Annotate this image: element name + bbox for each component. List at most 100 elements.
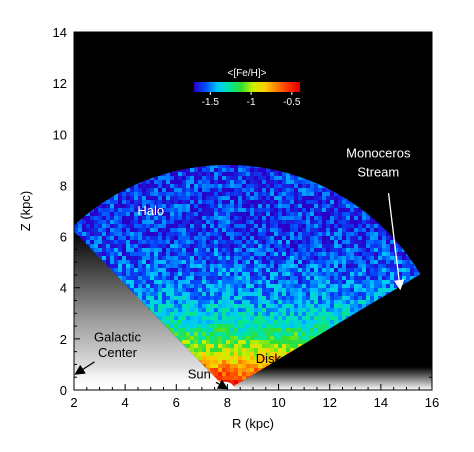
- heatmap-cell: [130, 244, 134, 248]
- heatmap-cell: [282, 224, 286, 228]
- heatmap-cell: [382, 248, 386, 252]
- heatmap-cell: [250, 248, 254, 252]
- heatmap-cell: [266, 236, 270, 240]
- heatmap-cell: [174, 184, 178, 188]
- heatmap-cell: [258, 240, 262, 244]
- heatmap-cell: [206, 220, 210, 224]
- heatmap-cell: [290, 236, 294, 240]
- heatmap-cell: [286, 196, 290, 200]
- heatmap-cell: [222, 168, 226, 172]
- heatmap-cell: [154, 252, 158, 256]
- heatmap-cell: [142, 192, 146, 196]
- heatmap-cell: [210, 248, 214, 252]
- heatmap-cell: [206, 192, 210, 196]
- heatmap-cell: [286, 224, 290, 228]
- heatmap-cell: [174, 200, 178, 204]
- heatmap-cell: [162, 216, 166, 220]
- heatmap-cell: [198, 216, 202, 220]
- heatmap-cell: [318, 188, 322, 192]
- heatmap-cell: [218, 208, 222, 212]
- heatmap-cell: [270, 224, 274, 228]
- heatmap-cell: [102, 208, 106, 212]
- heatmap-cell: [270, 172, 274, 176]
- heatmap-cell: [306, 244, 310, 248]
- heatmap-cell: [198, 252, 202, 256]
- heatmap-cell: [314, 212, 318, 216]
- heatmap-cell: [214, 196, 218, 200]
- heatmap-cell: [210, 204, 214, 208]
- heatmap-cell: [346, 244, 350, 248]
- heatmap-cell: [250, 212, 254, 216]
- heatmap-cell: [154, 188, 158, 192]
- heatmap-cell: [342, 204, 346, 208]
- heatmap-cell: [282, 196, 286, 200]
- heatmap-cell: [386, 244, 390, 248]
- heatmap-cell: [258, 228, 262, 232]
- heatmap-cell: [302, 192, 306, 196]
- heatmap-cell: [374, 232, 378, 236]
- heatmap-cell: [210, 192, 214, 196]
- heatmap-cell: [278, 212, 282, 216]
- heatmap-cell: [226, 240, 230, 244]
- heatmap-cell: [222, 252, 226, 256]
- heatmap-cell: [246, 192, 250, 196]
- heatmap-cell: [286, 240, 290, 244]
- heatmap-cell: [174, 212, 178, 216]
- heatmap-cell: [86, 224, 90, 228]
- heatmap-cell: [346, 212, 350, 216]
- heatmap-cell: [158, 200, 162, 204]
- heatmap-cell: [174, 244, 178, 248]
- heatmap-cell: [282, 208, 286, 212]
- heatmap-cell: [146, 228, 150, 232]
- heatmap-cell: [150, 252, 154, 256]
- heatmap-cell: [86, 212, 90, 216]
- heatmap-cell: [258, 196, 262, 200]
- heatmap-cell: [366, 220, 370, 224]
- heatmap-cell: [138, 188, 142, 192]
- heatmap-cell: [330, 240, 334, 244]
- heatmap-cell: [278, 184, 282, 188]
- heatmap-cell: [138, 236, 142, 240]
- heatmap-cell: [182, 172, 186, 176]
- heatmap-cell: [258, 208, 262, 212]
- heatmap-cell: [254, 212, 258, 216]
- heatmap-cell: [354, 208, 358, 212]
- heatmap-cell: [162, 220, 166, 224]
- heatmap-cell: [194, 248, 198, 252]
- heatmap-cell: [210, 228, 214, 232]
- heatmap-cell: [226, 244, 230, 248]
- heatmap-cell: [110, 252, 114, 256]
- heatmap-cell: [226, 248, 230, 252]
- heatmap-cell: [378, 224, 382, 228]
- heatmap-cell: [286, 244, 290, 248]
- heatmap-cell: [302, 188, 306, 192]
- heatmap-cell: [242, 212, 246, 216]
- heatmap-cell: [206, 176, 210, 180]
- heatmap-cell: [146, 252, 150, 256]
- heatmap-cell: [330, 216, 334, 220]
- heatmap-cell: [302, 220, 306, 224]
- heatmap-cell: [314, 184, 318, 188]
- heatmap-cell: [210, 184, 214, 188]
- heatmap-cell: [226, 168, 230, 172]
- heatmap-cell: [298, 176, 302, 180]
- heatmap-cell: [238, 180, 242, 184]
- heatmap-cell: [330, 236, 334, 240]
- heatmap-cell: [98, 224, 102, 228]
- heatmap-cell: [266, 208, 270, 212]
- heatmap-cell: [250, 180, 254, 184]
- heatmap-cell: [286, 212, 290, 216]
- heatmap-cell: [230, 236, 234, 240]
- heatmap-cell: [282, 172, 286, 176]
- heatmap-cell: [310, 196, 314, 200]
- heatmap-cell: [286, 220, 290, 224]
- heatmap-cell: [158, 180, 162, 184]
- heatmap-cell: [170, 252, 174, 256]
- heatmap-cell: [174, 236, 178, 240]
- heatmap-cell: [282, 188, 286, 192]
- heatmap-cell: [210, 200, 214, 204]
- heatmap-cell: [182, 244, 186, 248]
- heatmap-cell: [322, 200, 326, 204]
- heatmap-cell: [322, 208, 326, 212]
- heatmap-cell: [266, 248, 270, 252]
